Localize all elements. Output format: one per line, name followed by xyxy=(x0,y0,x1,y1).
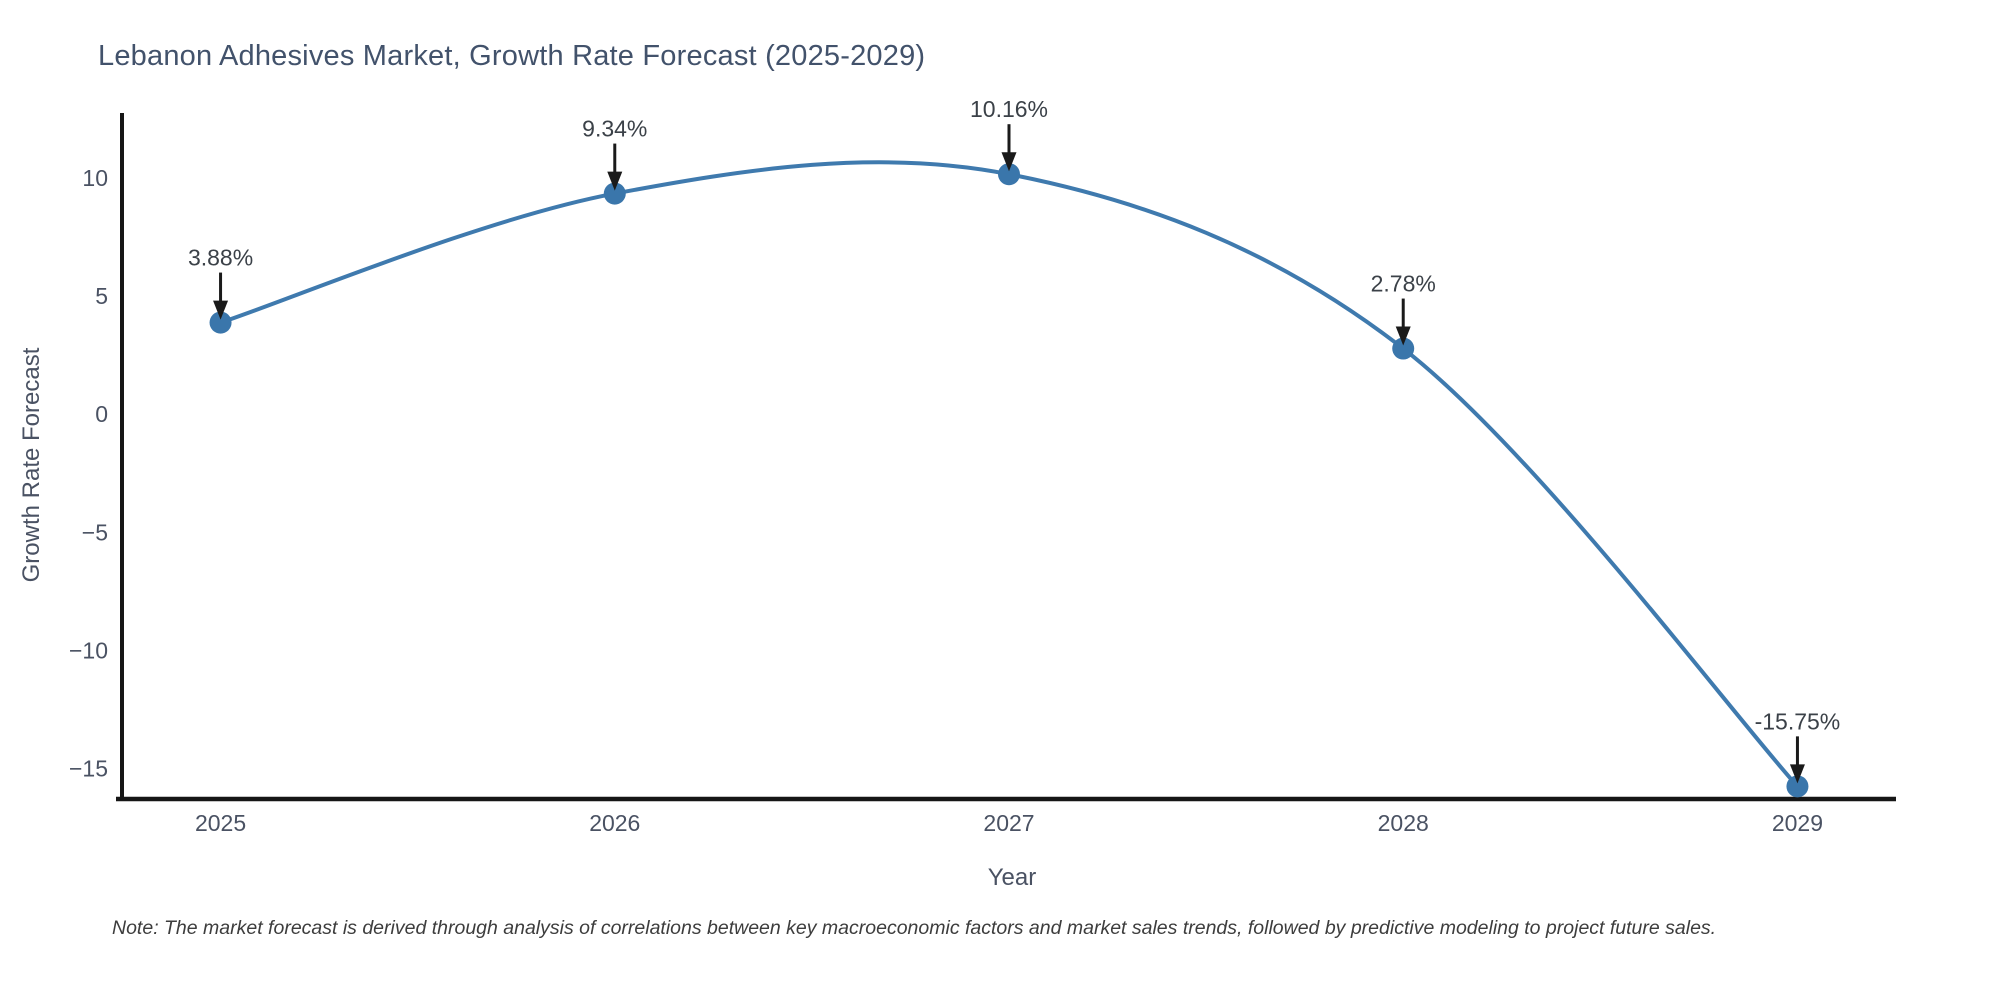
annotation-arrowhead-icon xyxy=(1001,152,1017,172)
data-point-label: 10.16% xyxy=(970,96,1048,122)
trend-line xyxy=(219,160,1799,788)
y-tick-label: 5 xyxy=(95,283,108,309)
data-point-label: 3.88% xyxy=(188,245,253,271)
data-point-label: 9.34% xyxy=(582,116,647,142)
y-tick-label: −5 xyxy=(82,519,108,545)
data-point-marker[interactable] xyxy=(603,182,626,205)
x-tick-label: 2027 xyxy=(983,810,1034,836)
data-point-marker[interactable] xyxy=(209,311,232,334)
data-point-marker[interactable] xyxy=(1786,775,1809,798)
x-tick-label: 2029 xyxy=(1772,810,1823,836)
y-tick-label: 10 xyxy=(82,165,108,191)
y-tick-label: −15 xyxy=(69,756,108,782)
y-tick-label: 0 xyxy=(95,401,108,427)
annotation-arrowhead-icon xyxy=(213,300,229,320)
data-point-label: -15.75% xyxy=(1755,708,1841,734)
data-point-label: 2.78% xyxy=(1371,271,1436,297)
chart-note: Note: The market forecast is derived thr… xyxy=(112,917,1717,939)
x-tick-label: 2028 xyxy=(1378,810,1429,836)
annotation-arrowhead-icon xyxy=(1789,764,1805,784)
annotation-arrowhead-icon xyxy=(1395,326,1411,346)
data-point-marker[interactable] xyxy=(1392,337,1415,360)
annotation-arrowhead-icon xyxy=(607,171,623,191)
x-tick-label: 2026 xyxy=(589,810,640,836)
y-tick-label: −10 xyxy=(69,638,108,664)
x-axis-title: Year xyxy=(987,864,1037,891)
chart-title: Lebanon Adhesives Market, Growth Rate Fo… xyxy=(98,40,926,72)
data-point-marker[interactable] xyxy=(998,163,1020,186)
x-tick-label: 2025 xyxy=(195,810,246,836)
